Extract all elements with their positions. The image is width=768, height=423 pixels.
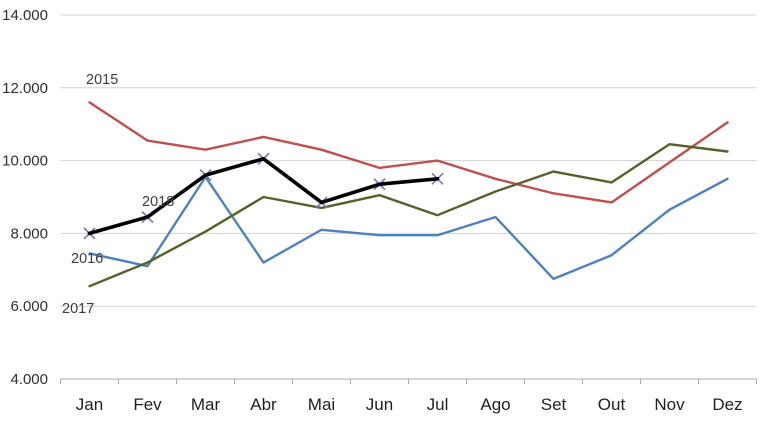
series-label-2016: 2016 [71,251,103,267]
series-label-2018: 2018 [142,194,174,210]
series-2016-line [88,175,729,281]
x-axis-label: Jul [427,395,449,414]
series-label-2015: 2015 [86,72,118,88]
x-axis-label: Out [598,395,626,414]
series-label-2017: 2017 [62,301,94,317]
x-axis-label: Jan [76,395,103,414]
series-2015-line [88,101,729,204]
x-axis-label: Abr [250,395,277,414]
y-axis-label: 14.000 [2,7,48,24]
x-axis-label: Nov [654,395,685,414]
series-2017-line [88,143,729,288]
y-axis-label: 6.000 [10,298,48,315]
x-axis-label: Jun [366,395,393,414]
series-2018-line [87,156,440,236]
x-axis-label: Set [541,395,567,414]
x-axis-label: Ago [480,395,510,414]
y-axis-label: 4.000 [10,371,48,388]
y-axis-label: 10.000 [2,153,48,170]
x-axis-label: Dez [712,395,742,414]
y-axis-label: 12.000 [2,80,48,97]
y-axis-label: 8.000 [10,225,48,242]
x-axis-label: Mai [308,395,335,414]
x-axis-label: Mar [191,395,221,414]
x-axis-label: Fev [133,395,162,414]
